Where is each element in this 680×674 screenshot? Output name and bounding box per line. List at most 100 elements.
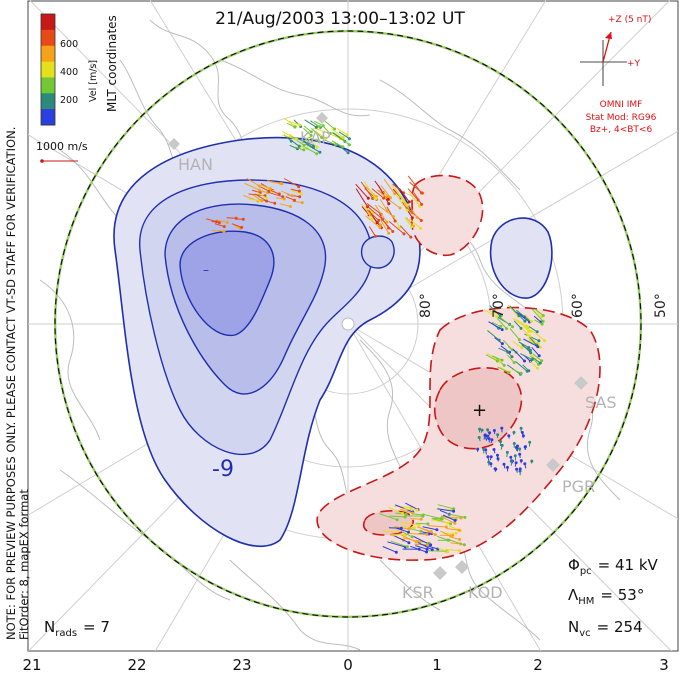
vector-line: [499, 366, 510, 373]
vector-line: [283, 178, 299, 188]
vector-line: [394, 187, 409, 206]
negative-convection-cell: – -9: [113, 136, 553, 548]
vector-line: [487, 330, 500, 341]
vector-line: [231, 223, 242, 228]
stat-phi-sub: pc: [580, 566, 592, 577]
vector-line: [497, 366, 509, 374]
vector-line: [512, 340, 523, 349]
vector-line: [378, 213, 390, 229]
vector-line: [509, 305, 520, 316]
vector-line: [437, 504, 454, 510]
vector-line: [390, 540, 408, 548]
map-title: 21/Aug/2003 13:00–13:02 UT: [215, 9, 465, 29]
vector-line: [388, 506, 403, 514]
imf-model-line3: Bz+, 4<BT<6: [590, 125, 653, 135]
colorbar-tick-200: 200: [60, 95, 78, 106]
mlt-label-22: 22: [127, 656, 146, 674]
potential-minimum-marker: –: [203, 263, 209, 277]
vector-line: [396, 527, 409, 533]
vector-line: [263, 199, 275, 204]
lat-label-60: 60°: [570, 293, 586, 318]
stat-lambda-value: = 53°: [600, 586, 644, 604]
station-pgr-label: PGR: [562, 477, 595, 496]
vector-line: [303, 125, 312, 133]
vector-line: [524, 314, 532, 322]
vector-line: [366, 205, 383, 220]
vector-line: [524, 463, 527, 469]
colorbar-swatch: [41, 109, 55, 126]
mlt-label-21: 21: [22, 656, 41, 674]
vector-line: [483, 309, 497, 318]
vector-line: [226, 217, 237, 219]
stat-lambda-sub: HM: [578, 596, 594, 607]
latitude-labels: 80° 70° 60° 50°: [418, 293, 669, 318]
vector-line: [480, 429, 483, 433]
vector-line: [485, 435, 488, 441]
vector-line: [379, 513, 398, 521]
scale-vector: [40, 159, 78, 163]
vector-line: [516, 309, 529, 320]
vector-line: [509, 328, 520, 340]
imf-model-line2: Stat Mod: RG96: [586, 113, 657, 123]
velocity-vectors: [205, 117, 547, 554]
vector-line: [428, 550, 447, 552]
small-positive-cell-2: [411, 174, 484, 257]
station-pgr: PGR: [546, 458, 595, 496]
vector-line: [269, 181, 283, 185]
stat-nvc-symbol: N: [568, 618, 579, 636]
hm-boundary-dash: [54, 30, 642, 618]
vector-line: [485, 449, 487, 455]
colorbar-swatch: [41, 93, 55, 110]
vector-line: [252, 194, 262, 202]
mlt-axis: 21 22 23 0 1 2 3: [22, 656, 668, 674]
vector-line: [355, 183, 369, 199]
vector-line: [391, 184, 404, 202]
colorbar-swatch: [41, 45, 55, 63]
vector-line: [488, 321, 503, 331]
station-ksr: KSR: [402, 566, 447, 602]
vector-line: [531, 346, 540, 357]
vector-line: [211, 220, 220, 224]
stat-nvc-sub: vc: [579, 628, 590, 639]
vector-line: [289, 144, 298, 150]
vector-line: [401, 508, 418, 511]
colorbar-swatch: [41, 77, 55, 94]
lat-label-70: 70°: [491, 293, 507, 318]
vector-line: [445, 548, 460, 552]
vector-line: [386, 206, 396, 222]
colorbar-swatch: [41, 29, 55, 47]
vector-line: [437, 508, 454, 512]
vector-line: [516, 469, 518, 473]
vector-line: [246, 177, 260, 187]
vector-line: [292, 190, 302, 195]
vector-line: [275, 197, 285, 200]
vector-line: [402, 531, 413, 538]
vector-line: [534, 308, 544, 316]
vector-line: [528, 326, 538, 333]
vector-line: [398, 188, 410, 203]
vector-line: [522, 364, 530, 372]
vector-line: [374, 204, 388, 223]
contour-inner-positive: [433, 367, 523, 450]
vector-line: [507, 354, 515, 363]
vector-line: [533, 315, 542, 323]
vector-line: [489, 456, 492, 461]
station-han: HAN: [168, 138, 213, 174]
lat-label-80: 80°: [418, 293, 434, 318]
stat-nrads-sub: rads: [55, 628, 77, 639]
vector-line: [401, 534, 417, 543]
vector-line: [367, 209, 380, 221]
vector-line: [410, 518, 422, 520]
vector-line: [498, 347, 508, 353]
radar-stations: HAN KAP SAS PGR KSR KOD: [168, 112, 617, 602]
vector-line: [519, 448, 521, 452]
vector-line: [531, 308, 544, 322]
vector-line: [488, 432, 491, 437]
preview-note: NOTE: FOR PREVIEW PURPOSES ONLY. PLEASE …: [4, 127, 18, 640]
vector-line: [449, 539, 465, 546]
colorbar-coords-title: MLT coordinates: [105, 15, 119, 112]
vector-line: [516, 447, 519, 452]
vector-line: [302, 140, 314, 148]
colorbar-swatch: [41, 61, 55, 78]
vector-line: [281, 190, 293, 197]
